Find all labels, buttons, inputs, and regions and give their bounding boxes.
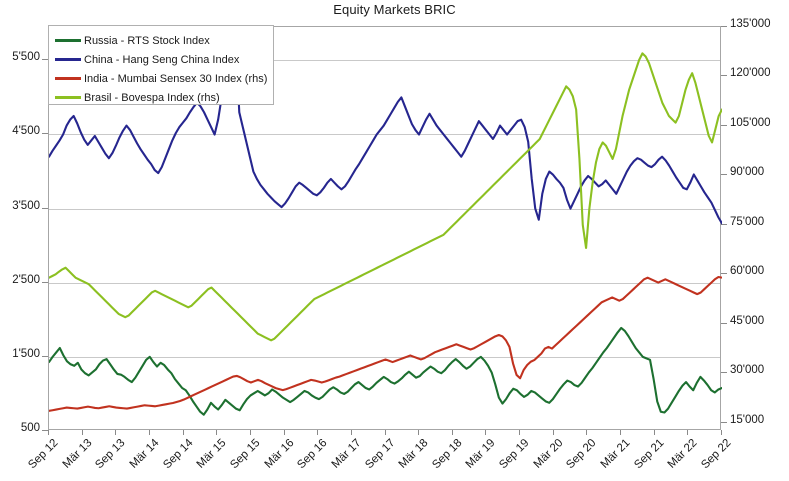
x-axis-tickmark (620, 430, 621, 435)
gridline (49, 134, 720, 135)
gridline (49, 283, 720, 284)
right-axis-tickmark (721, 421, 727, 423)
x-axis-tickmark (418, 430, 419, 435)
legend: Russia - RTS Stock Index China - Hang Sen… (48, 25, 274, 105)
left-axis-tick-label: 5'500 (12, 51, 40, 64)
x-axis-tickmark (452, 430, 453, 435)
series-line (49, 326, 722, 416)
right-axis-tick-label: 135'000 (730, 18, 771, 30)
left-axis-tickmark (42, 355, 48, 357)
x-axis-tickmark (216, 430, 217, 435)
legend-item-label: India - Mumbai Sensex 30 Index (rhs) (84, 72, 268, 85)
x-axis-tickmark (519, 430, 520, 435)
series-line (49, 275, 722, 412)
right-axis-tick-label: 105'000 (730, 116, 771, 129)
right-axis-tick-label: 15'000 (730, 413, 765, 426)
right-axis-tickmark (721, 273, 727, 275)
x-axis-tickmark (553, 430, 554, 435)
legend-item-label: China - Hang Seng China Index (84, 53, 240, 66)
right-axis-tick-label: 60'000 (730, 265, 765, 278)
right-axis-tick-label: 45'000 (730, 314, 765, 327)
left-axis-tickmark (42, 133, 48, 135)
x-axis-tickmark (115, 430, 116, 435)
x-axis-tickmark (721, 430, 722, 435)
legend-item[interactable]: Brasil - Bovespa Index (rhs) (55, 88, 267, 107)
legend-color-swatch (55, 58, 81, 61)
left-axis-tick-label: 3'500 (12, 199, 40, 212)
left-axis-tickmark (42, 430, 48, 431)
right-axis-tickmark (721, 223, 727, 225)
legend-item[interactable]: Russia - RTS Stock Index (55, 31, 267, 50)
right-axis-tickmark (721, 75, 727, 77)
right-axis-tickmark (721, 322, 727, 324)
gridline (49, 357, 720, 358)
x-axis-tickmark (687, 430, 688, 435)
legend-color-swatch (55, 39, 81, 42)
x-axis-tickmark (183, 430, 184, 435)
right-axis-tick-label: 90'000 (730, 166, 765, 179)
left-axis-tick-label: 500 (20, 422, 40, 434)
right-axis-tickmark (721, 124, 727, 126)
x-axis-tickmark (82, 430, 83, 435)
left-axis-tick-label: 1'500 (12, 347, 40, 360)
x-axis-tickmark (586, 430, 587, 435)
right-axis-tick-label: 75'000 (730, 215, 765, 228)
x-axis-tickmark (351, 430, 352, 435)
x-axis-tickmark (284, 430, 285, 435)
x-axis-tickmark (48, 430, 49, 435)
legend-item-label: Russia - RTS Stock Index (84, 34, 210, 47)
series-lines (49, 35, 722, 416)
right-axis-tickmark (721, 372, 727, 374)
legend-color-swatch (55, 96, 81, 99)
right-axis-tick-label: 120'000 (730, 67, 771, 80)
right-axis-tick-label: 30'000 (730, 364, 765, 377)
legend-item-label: Brasil - Bovespa Index (rhs) (84, 91, 220, 104)
left-axis-tick-label: 4'500 (12, 125, 40, 138)
x-axis-tickmark (654, 430, 655, 435)
legend-item[interactable]: India - Mumbai Sensex 30 Index (rhs) (55, 69, 267, 88)
chart-root: Equity Markets BRIC 500 1'500 2'500 3'500 4'… (12, 2, 771, 471)
right-axis-tickmark (721, 26, 727, 27)
right-axis-tickmark (721, 174, 727, 176)
legend-item[interactable]: China - Hang Seng China Index (55, 50, 267, 69)
x-axis-tickmark (250, 430, 251, 435)
series-line (49, 52, 722, 342)
gridline (49, 60, 720, 61)
legend-color-swatch (55, 77, 81, 80)
chart-title: Equity Markets BRIC (333, 2, 456, 17)
x-axis-tickmark (385, 430, 386, 435)
x-axis-tickmark (485, 430, 486, 435)
gridline (49, 209, 720, 210)
left-axis-tickmark (42, 59, 48, 61)
left-axis-tick-label: 2'500 (12, 273, 40, 286)
series-line (49, 35, 722, 225)
x-axis-tickmark (317, 430, 318, 435)
left-axis-tickmark (42, 281, 48, 283)
left-axis-tickmark (42, 207, 48, 209)
x-axis-tickmark (149, 430, 150, 435)
